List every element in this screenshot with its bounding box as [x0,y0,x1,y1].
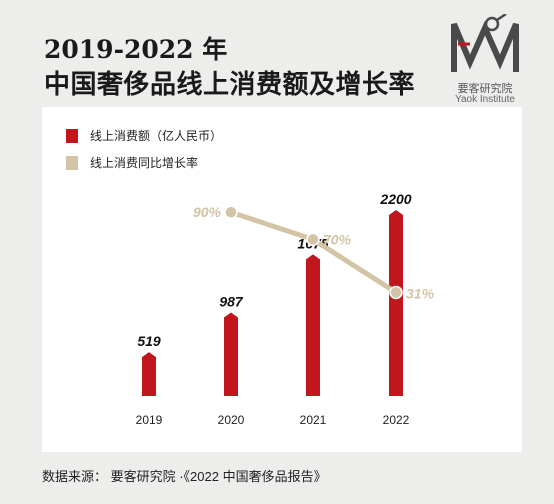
bar-2022 [389,210,403,396]
growth-rate-label-2020: 90% [193,204,222,220]
legend-swatch-line [66,155,78,170]
growth-rate-point-2020 [224,205,238,219]
chart-title-line2: 中国奢侈品线上消费额及增长率 [44,69,416,99]
chart-title-line1: 2019-2022 年 [44,35,228,64]
growth-rate-label-2021: 70% [323,231,352,247]
data-source-note: 数据来源： 要客研究院 ·《2022 中国奢侈品报告》 [42,469,327,484]
chart-plot: 51920199872020167520212200202290%70%31% [136,191,435,427]
x-tick-label-2020: 2020 [218,413,245,427]
logo-name-en: Yaok Institute [455,94,515,105]
bar-value-label-2020: 987 [219,294,244,310]
yaok-logo-icon [451,14,519,72]
bar-value-label-2019: 519 [137,333,161,349]
chart-panel: 线上消费额（亿人民币） 线上消费同比增长率 519201998720201675… [42,107,522,452]
legend-swatch-bar [66,128,78,143]
x-tick-label-2021: 2021 [300,413,327,427]
bar-value-label-2022: 2200 [379,191,411,207]
legend-item-online-sales: 线上消费额（亿人民币） [66,127,222,144]
x-tick-label-2022: 2022 [383,413,410,427]
bar-2019 [142,352,156,396]
x-tick-label-2019: 2019 [136,413,163,427]
legend-label-online-sales: 线上消费额（亿人民币） [90,129,223,143]
growth-rate-point-2022 [389,285,403,300]
yaok-logo: 要客研究院 Yaok Institute [440,14,530,105]
bar-2021 [306,254,320,396]
growth-rate-point-2021 [306,232,320,247]
bar-2020 [224,312,238,396]
legend-label-growth-rate: 线上消费同比增长率 [90,156,199,170]
legend-item-growth-rate: 线上消费同比增长率 [66,154,198,171]
growth-rate-label-2022: 31% [406,285,435,301]
logo-name-cn: 要客研究院 [457,83,513,95]
